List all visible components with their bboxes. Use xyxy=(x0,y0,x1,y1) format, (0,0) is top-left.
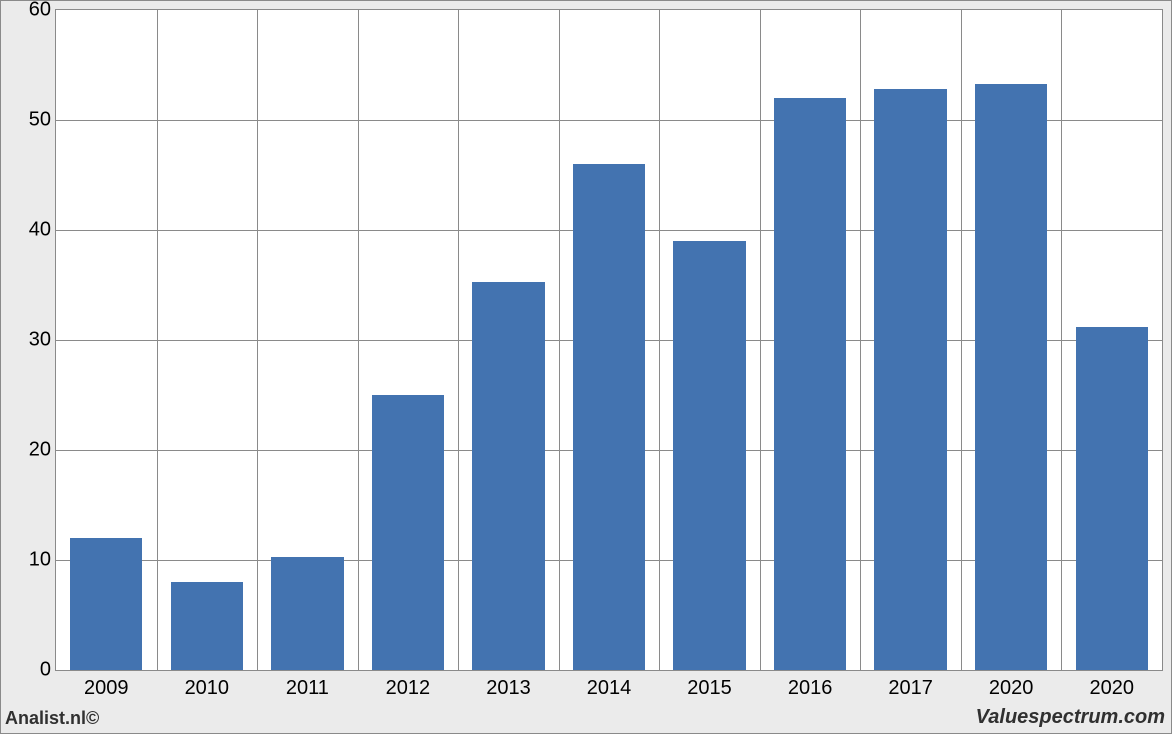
gridline-vertical xyxy=(961,10,962,670)
x-tick-label: 2017 xyxy=(888,677,933,700)
chart-frame: 0 10 20 30 40 50 60 2009 2010 2011 2012 2013 2014 20… xyxy=(0,0,1172,734)
y-tick-label: 50 xyxy=(11,109,51,132)
gridline-vertical xyxy=(358,10,359,670)
footer-credit-left: Analist.nl© xyxy=(5,708,99,729)
gridline-vertical xyxy=(559,10,560,670)
bar xyxy=(472,282,544,670)
x-tick-label: 2011 xyxy=(286,677,329,700)
bar xyxy=(271,557,343,670)
footer-credit-right: Valuespectrum.com xyxy=(976,706,1165,729)
y-tick-label: 20 xyxy=(11,439,51,462)
x-tick-label: 2010 xyxy=(185,677,230,700)
y-tick-label: 40 xyxy=(11,219,51,242)
gridline-vertical xyxy=(458,10,459,670)
y-tick-label: 10 xyxy=(11,549,51,572)
gridline-vertical xyxy=(257,10,258,670)
x-tick-label: 2014 xyxy=(587,677,632,700)
gridline-vertical xyxy=(760,10,761,670)
x-tick-label: 2013 xyxy=(486,677,531,700)
bar xyxy=(1076,327,1148,670)
bar xyxy=(70,538,142,670)
bar xyxy=(874,89,946,670)
plot-area xyxy=(55,9,1163,671)
bar xyxy=(673,241,745,670)
bar xyxy=(171,582,243,670)
gridline-vertical xyxy=(157,10,158,670)
bar xyxy=(774,98,846,670)
bar xyxy=(975,84,1047,670)
x-tick-label: 2020 xyxy=(1089,677,1134,700)
x-tick-label: 2012 xyxy=(386,677,431,700)
y-tick-label: 30 xyxy=(11,329,51,352)
x-tick-label: 2015 xyxy=(687,677,732,700)
y-tick-label: 60 xyxy=(11,0,51,22)
x-tick-label: 2009 xyxy=(84,677,129,700)
gridline-vertical xyxy=(860,10,861,670)
y-tick-label: 0 xyxy=(11,659,51,682)
x-tick-label: 2020 xyxy=(989,677,1034,700)
gridline-vertical xyxy=(1061,10,1062,670)
bar xyxy=(573,164,645,670)
x-tick-label: 2016 xyxy=(788,677,833,700)
gridline-vertical xyxy=(659,10,660,670)
bar xyxy=(372,395,444,670)
